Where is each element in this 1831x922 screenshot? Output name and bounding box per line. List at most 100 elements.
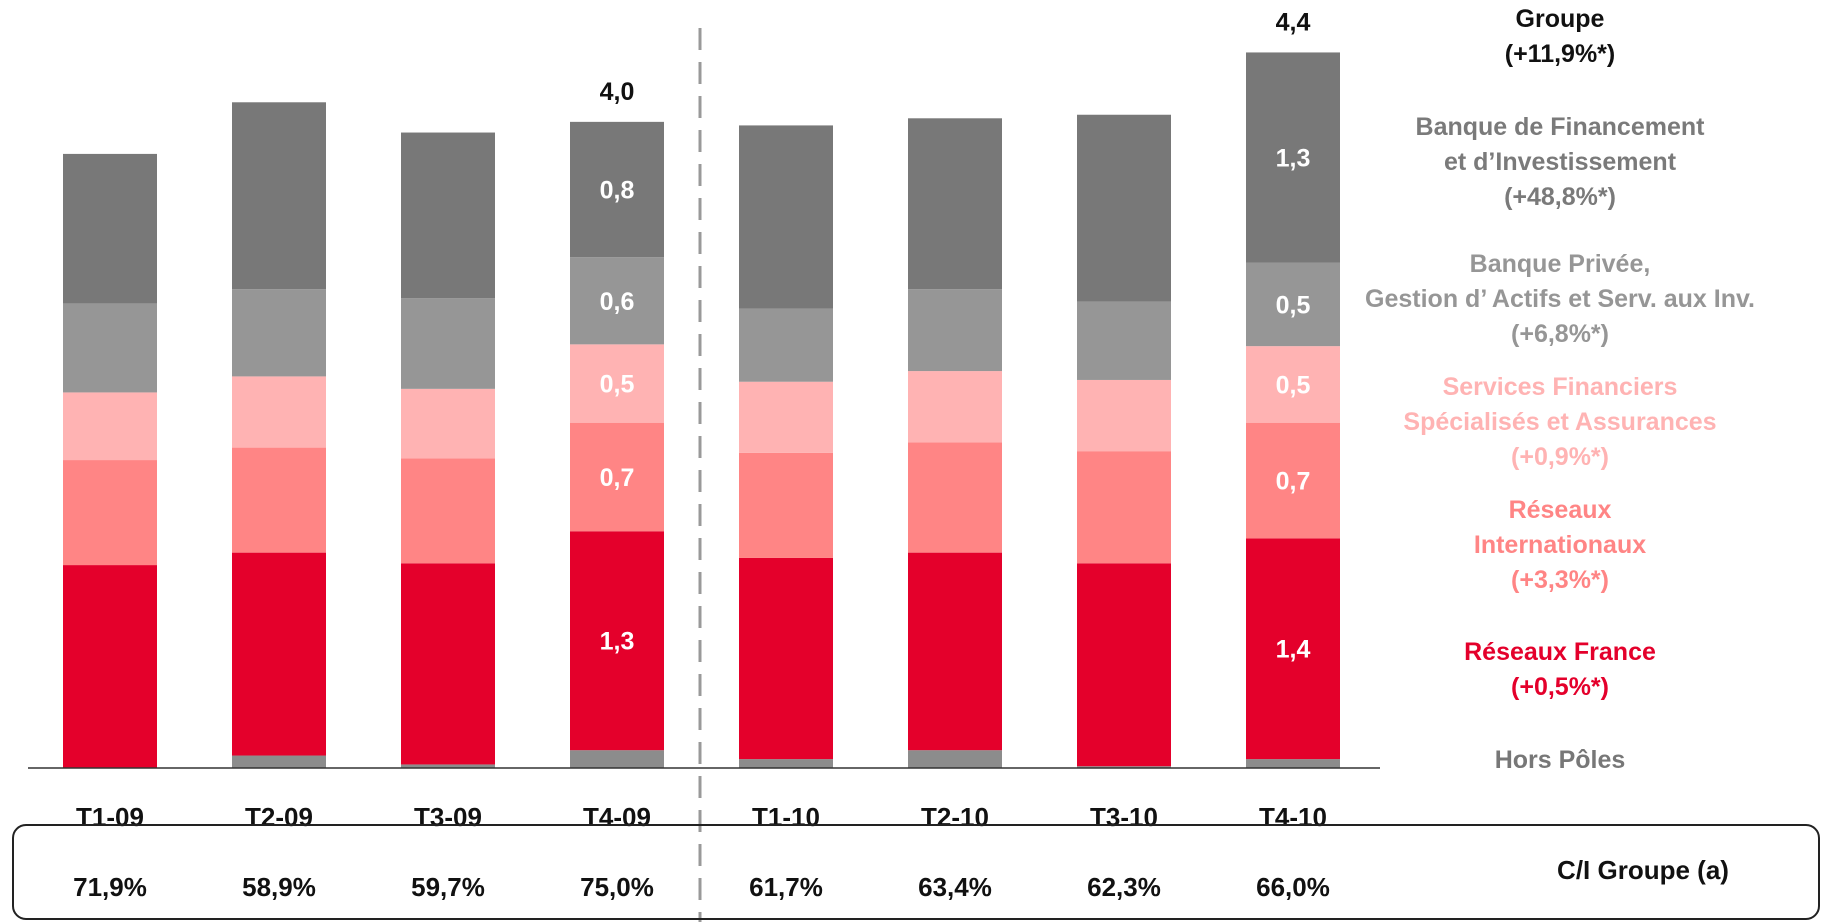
bar-segment-T1-10-4 — [739, 308, 833, 382]
bar-segment-T4-10-2 — [1246, 422, 1340, 539]
x-tick-label-T3-09: T3-09 — [414, 802, 482, 832]
bar-segment-T1-09-2 — [63, 460, 157, 566]
legend-entry: Banque de Financement et d’Investissement… — [1340, 110, 1780, 215]
ci-ratio-T4-10: 66,0% — [1256, 872, 1330, 902]
ci-ratio-T2-10: 63,4% — [918, 872, 992, 902]
data-label-T4-10-2: 0,7 — [1276, 468, 1311, 496]
total-label-T4-10: 4,4 — [1276, 8, 1311, 36]
legend-line: (+11,9%*) — [1504, 40, 1616, 68]
ci-ratio-box — [12, 824, 1820, 920]
bar-segment-T2-09-0 — [232, 755, 326, 768]
data-label-T4-10-4: 0,5 — [1276, 291, 1311, 319]
bar-segment-T3-09-0 — [401, 764, 495, 768]
data-label-T4-10-5: 1,3 — [1276, 144, 1311, 172]
bar-segment-T1-10-2 — [739, 452, 833, 558]
bar-segment-T1-10-0 — [739, 759, 833, 768]
legend-line: Réseaux — [1508, 496, 1612, 524]
bar-segment-T2-10-2 — [908, 442, 1002, 553]
bar-segment-T3-09-1 — [401, 563, 495, 765]
bar-segment-T4-09-1 — [570, 531, 664, 751]
legend-line: et d’Investissement — [1443, 148, 1677, 176]
ci-ratio-T1-09: 71,9% — [73, 872, 147, 902]
x-tick-label-T2-09: T2-09 — [245, 802, 313, 832]
bar-segment-T2-10-4 — [908, 289, 1002, 372]
data-label-T4-09-2: 0,7 — [600, 464, 635, 492]
bar-segment-T2-09-2 — [232, 447, 326, 553]
bar-segment-T3-10-1 — [1077, 563, 1171, 767]
legend-line: (+0,9%*) — [1511, 443, 1609, 471]
bar-segment-T2-10-5 — [908, 118, 1002, 290]
ci-ratio-label: C/I Groupe (a) — [1557, 855, 1729, 885]
bar-segment-T4-09-0 — [570, 750, 664, 768]
data-label-T4-10-1: 1,4 — [1276, 636, 1311, 664]
bar-segment-T3-10-3 — [1077, 379, 1171, 452]
bar-segment-T4-10-1 — [1246, 538, 1340, 760]
ci-ratio-T1-10: 61,7% — [749, 872, 823, 902]
bar-segment-T1-09-4 — [63, 303, 157, 393]
legend-entry: Hors Pôles — [1340, 743, 1780, 778]
legend-line: Spécialisés et Assurances — [1403, 408, 1717, 436]
bar-segment-T2-09-1 — [232, 552, 326, 756]
bar-segment-T3-10-5 — [1077, 114, 1171, 302]
total-label-T4-09: 4,0 — [600, 78, 635, 106]
bar-segment-T3-09-5 — [401, 132, 495, 299]
legend-line: (+3,3%*) — [1511, 566, 1609, 594]
legend-line: Services Financiers — [1442, 373, 1678, 401]
legend-entry: Réseaux France (+0,5%*) — [1340, 635, 1780, 705]
legend-line: Groupe — [1515, 5, 1605, 33]
bar-segment-T2-09-4 — [232, 289, 326, 377]
ci-ratio-T3-10: 62,3% — [1087, 872, 1161, 902]
bar-segment-T2-09-3 — [232, 376, 326, 448]
bar-segment-T1-10-5 — [739, 125, 833, 309]
legend-entry: Banque Privée, Gestion d’ Actifs et Serv.… — [1340, 247, 1780, 352]
data-label-T4-09-3: 0,5 — [600, 371, 635, 399]
bar-segment-T2-10-0 — [908, 750, 1002, 768]
bar-segment-T1-09-3 — [63, 392, 157, 461]
bar-segment-T4-10-0 — [1246, 759, 1340, 768]
bar-segment-T1-09-1 — [63, 565, 157, 768]
data-label-T4-10-3: 0,5 — [1276, 371, 1311, 399]
legend-line: (+48,8%*) — [1504, 183, 1616, 211]
bar-segment-T1-10-3 — [739, 381, 833, 453]
bar-segment-T3-10-2 — [1077, 451, 1171, 564]
bar-segment-T3-09-2 — [401, 458, 495, 564]
ci-ratio-T4-09: 75,0% — [580, 872, 654, 902]
bar-segment-T4-10-5 — [1246, 52, 1340, 263]
bar-segment-T2-09-5 — [232, 102, 326, 290]
bar-segment-T4-09-2 — [570, 422, 664, 532]
data-label-T4-09-1: 1,3 — [600, 628, 635, 656]
legend-line: Banque Privée, — [1469, 250, 1651, 278]
bar-segment-T4-09-5 — [570, 121, 664, 258]
x-tick-label-T4-10: T4-10 — [1259, 802, 1327, 832]
bar-segment-T1-10-1 — [739, 557, 833, 760]
bar-segment-T1-09-5 — [63, 153, 157, 304]
bar-segment-T4-10-4 — [1246, 262, 1340, 347]
bar-segment-T3-09-3 — [401, 388, 495, 459]
ci-ratio-T2-09: 58,9% — [242, 872, 316, 902]
legend-line: Banque de Financement — [1415, 113, 1705, 141]
legend-line: Réseaux France — [1464, 638, 1656, 666]
x-tick-label-T4-09: T4-09 — [583, 802, 651, 832]
bar-segment-T4-10-3 — [1246, 346, 1340, 423]
x-tick-label-T2-10: T2-10 — [921, 802, 989, 832]
bar-segment-T2-10-3 — [908, 371, 1002, 443]
data-label-T4-09-4: 0,6 — [600, 288, 635, 316]
legend-line: (+6,8%*) — [1511, 320, 1609, 348]
x-tick-label-T3-10: T3-10 — [1090, 802, 1158, 832]
legend-line: Gestion d’ Actifs et Serv. aux Inv. — [1365, 285, 1755, 313]
x-tick-label-T1-10: T1-10 — [752, 802, 820, 832]
ci-ratio-T3-09: 59,7% — [411, 872, 485, 902]
legend-entry: Services Financiers Spécialisés et Assura… — [1340, 370, 1780, 475]
bar-segment-T4-09-3 — [570, 344, 664, 423]
bar-segment-T4-09-4 — [570, 257, 664, 345]
bar-segment-T3-10-0 — [1077, 766, 1171, 768]
legend-line: Internationaux — [1473, 531, 1647, 559]
legend-line: (+0,5%*) — [1511, 673, 1609, 701]
bar-segment-T3-09-4 — [401, 298, 495, 389]
x-tick-label-T1-09: T1-09 — [76, 802, 144, 832]
data-label-T4-09-5: 0,8 — [600, 177, 635, 205]
legend-line: Hors Pôles — [1494, 746, 1626, 774]
bar-segment-T3-10-4 — [1077, 301, 1171, 380]
legend-entry: Groupe (+11,9%*) — [1340, 2, 1780, 72]
